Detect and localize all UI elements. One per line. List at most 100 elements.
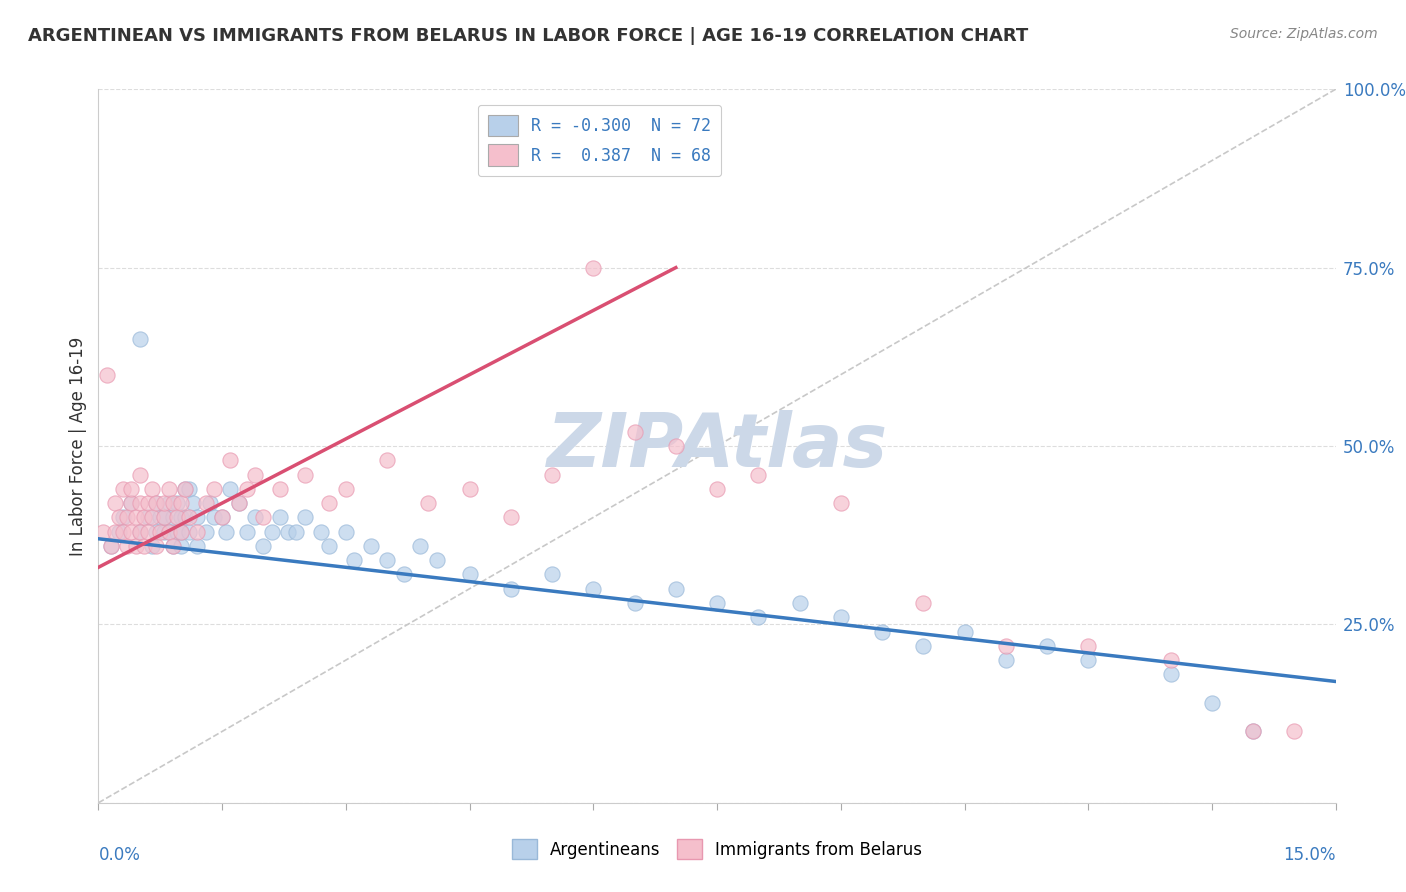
Point — [145, 496, 167, 510]
Text: 15.0%: 15.0% — [1284, 846, 1336, 863]
Point — [145, 496, 167, 510]
Point — [120, 524, 142, 539]
Point — [1284, 724, 1306, 739]
Point — [170, 524, 193, 539]
Point — [269, 482, 291, 496]
Point — [375, 553, 398, 567]
Point — [236, 482, 259, 496]
Point — [145, 539, 167, 553]
Point — [96, 368, 118, 382]
Point — [1077, 639, 1099, 653]
Point — [120, 482, 142, 496]
Point — [541, 467, 564, 482]
Point — [149, 524, 172, 539]
Point — [181, 496, 204, 510]
Point — [541, 567, 564, 582]
Point — [789, 596, 811, 610]
Point — [100, 539, 122, 553]
Point — [994, 639, 1017, 653]
Point — [499, 510, 522, 524]
Point — [157, 524, 180, 539]
Point — [136, 524, 159, 539]
Point — [706, 596, 728, 610]
Point — [252, 539, 274, 553]
Point — [186, 524, 208, 539]
Point — [112, 524, 135, 539]
Point — [219, 482, 242, 496]
Point — [269, 510, 291, 524]
Point — [1160, 667, 1182, 681]
Point — [117, 510, 139, 524]
Y-axis label: In Labor Force | Age 16-19: In Labor Force | Age 16-19 — [69, 336, 87, 556]
Text: Source: ZipAtlas.com: Source: ZipAtlas.com — [1230, 27, 1378, 41]
Point — [623, 425, 645, 439]
Point — [141, 539, 163, 553]
Point — [141, 482, 163, 496]
Point — [128, 524, 150, 539]
Text: ZIPAtlas: ZIPAtlas — [547, 409, 887, 483]
Point — [294, 467, 316, 482]
Point — [186, 510, 208, 524]
Point — [170, 539, 193, 553]
Point — [117, 539, 139, 553]
Point — [128, 467, 150, 482]
Point — [104, 524, 127, 539]
Point — [108, 524, 131, 539]
Point — [1036, 639, 1059, 653]
Point — [128, 524, 150, 539]
Point — [375, 453, 398, 467]
Point — [153, 510, 176, 524]
Point — [409, 539, 432, 553]
Point — [870, 624, 893, 639]
Point — [228, 496, 250, 510]
Text: ARGENTINEAN VS IMMIGRANTS FROM BELARUS IN LABOR FORCE | AGE 16-19 CORRELATION CH: ARGENTINEAN VS IMMIGRANTS FROM BELARUS I… — [28, 27, 1028, 45]
Point — [582, 582, 605, 596]
Point — [215, 524, 238, 539]
Point — [912, 639, 935, 653]
Point — [112, 482, 135, 496]
Point — [166, 510, 188, 524]
Point — [418, 496, 440, 510]
Point — [157, 524, 180, 539]
Point — [100, 539, 122, 553]
Point — [211, 510, 233, 524]
Point — [499, 582, 522, 596]
Point — [166, 524, 188, 539]
Point — [360, 539, 382, 553]
Point — [747, 610, 769, 624]
Point — [665, 439, 688, 453]
Point — [179, 482, 201, 496]
Point — [1241, 724, 1264, 739]
Point — [665, 582, 688, 596]
Point — [91, 524, 114, 539]
Point — [285, 524, 308, 539]
Point — [194, 496, 217, 510]
Point — [236, 524, 259, 539]
Point — [458, 482, 481, 496]
Point — [141, 510, 163, 524]
Point — [228, 496, 250, 510]
Point — [162, 539, 184, 553]
Point — [170, 510, 193, 524]
Point — [912, 596, 935, 610]
Point — [623, 596, 645, 610]
Point — [294, 510, 316, 524]
Point — [120, 496, 142, 510]
Point — [211, 510, 233, 524]
Point — [1241, 724, 1264, 739]
Point — [153, 524, 176, 539]
Point — [202, 510, 225, 524]
Point — [153, 510, 176, 524]
Point — [145, 524, 167, 539]
Point — [132, 539, 155, 553]
Point — [153, 496, 176, 510]
Point — [166, 496, 188, 510]
Point — [318, 539, 340, 553]
Point — [830, 496, 852, 510]
Point — [830, 610, 852, 624]
Point — [243, 467, 266, 482]
Point — [309, 524, 332, 539]
Point — [170, 496, 193, 510]
Point — [260, 524, 283, 539]
Point — [194, 524, 217, 539]
